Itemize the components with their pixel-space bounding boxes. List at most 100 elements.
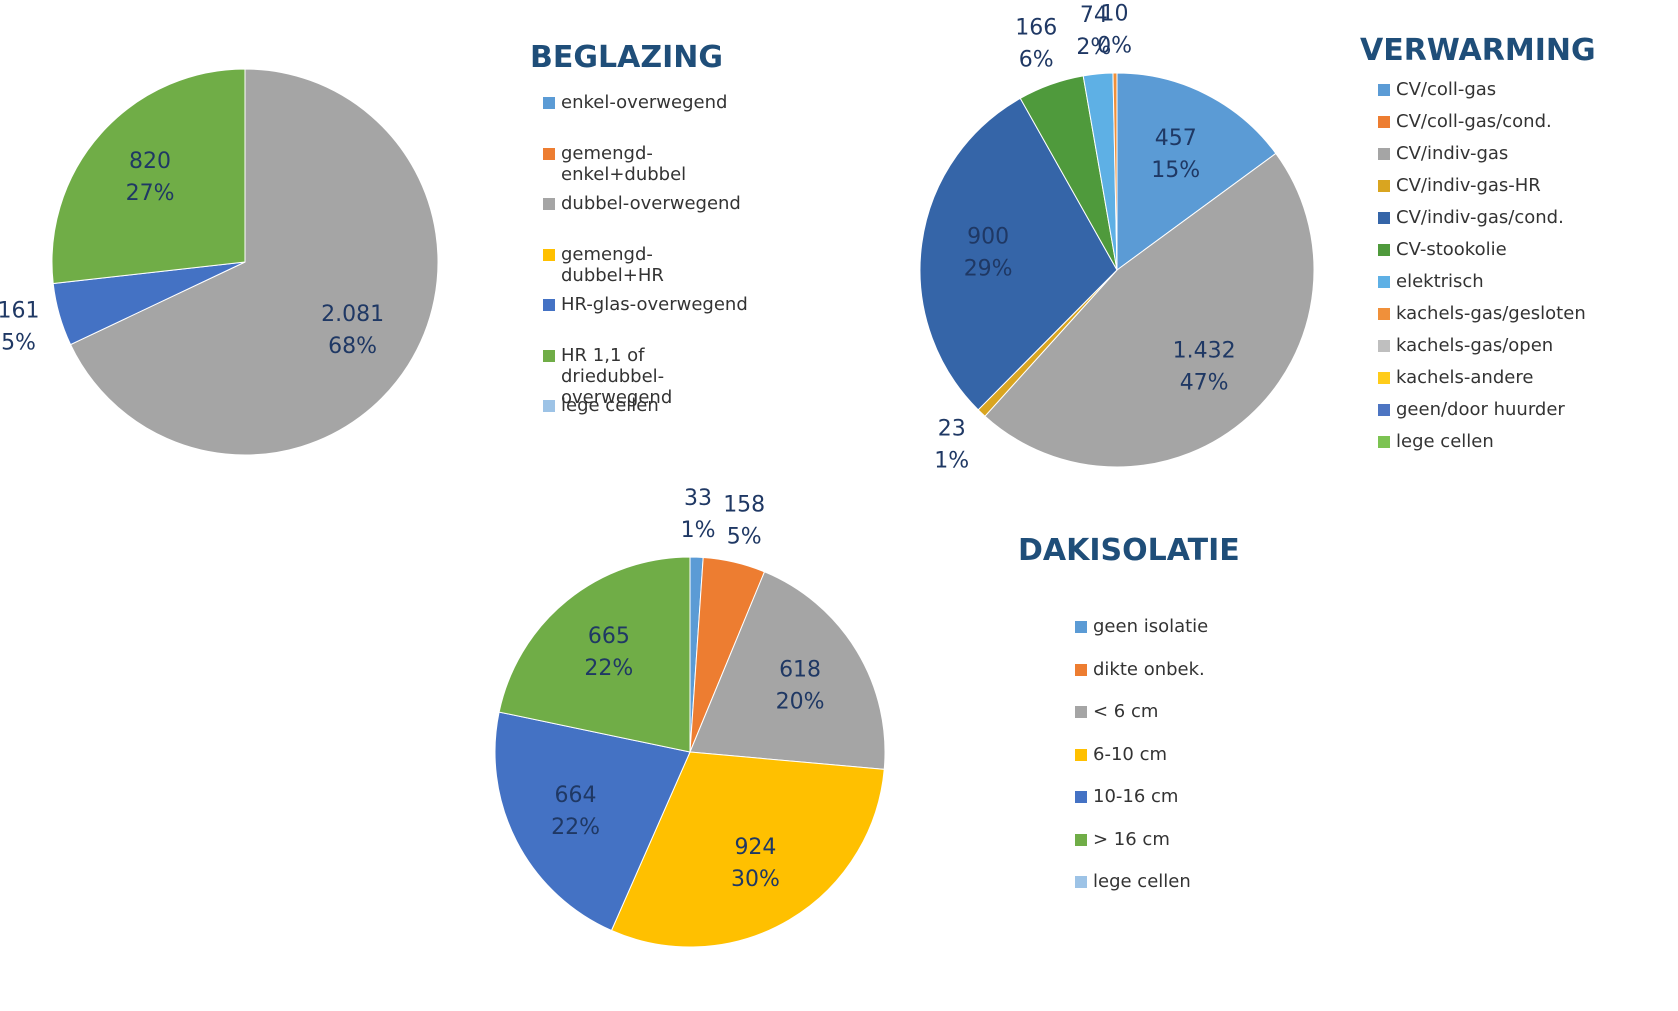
legend-item: lege cellen <box>1075 871 1275 892</box>
legend-label: CV/indiv-gas-HR <box>1396 175 1541 196</box>
legend-swatch <box>1378 276 1390 288</box>
legend-item: geen/door huurder <box>1378 399 1678 420</box>
legend-swatch <box>1075 834 1087 846</box>
legend-label: > 16 cm <box>1093 829 1170 850</box>
legend-item: CV/coll-gas/cond. <box>1378 111 1678 132</box>
legend-item: CV/coll-gas <box>1378 79 1678 100</box>
pie-slice <box>52 69 245 284</box>
slice-value-label: 2.081 <box>321 302 384 327</box>
legend-swatch <box>1378 212 1390 224</box>
page: 2.08168%1615%82027%45715%1.43247%231%900… <box>0 0 1678 1011</box>
legend-swatch <box>543 198 555 210</box>
legend-swatch <box>543 148 555 160</box>
slice-value-label: 161 <box>0 298 40 323</box>
legend-swatch <box>543 350 555 362</box>
legend-swatch <box>1378 404 1390 416</box>
slice-percent-label: 22% <box>551 815 600 840</box>
legend-swatch <box>1075 706 1087 718</box>
slice-percent-label: 1% <box>681 518 716 543</box>
legend-label: < 6 cm <box>1093 701 1158 722</box>
slice-percent-label: 5% <box>727 524 762 549</box>
legend-item: < 6 cm <box>1075 701 1275 722</box>
legend-swatch <box>1378 308 1390 320</box>
legend-item: kachels-andere <box>1378 367 1678 388</box>
slice-percent-label: 20% <box>776 689 825 714</box>
legend-swatch <box>1378 340 1390 352</box>
legend-label: kachels-andere <box>1396 367 1533 388</box>
slice-percent-label: 1% <box>934 449 969 474</box>
legend-item: CV-stookolie <box>1378 239 1678 260</box>
legend-item: elektrisch <box>1378 271 1678 292</box>
legend-label: CV/coll-gas/cond. <box>1396 111 1552 132</box>
legend-swatch <box>1378 84 1390 96</box>
legend-swatch <box>543 299 555 311</box>
slice-value-label: 924 <box>734 835 776 860</box>
legend-label: elektrisch <box>1396 271 1484 292</box>
legend-swatch <box>1075 791 1087 803</box>
legend-swatch <box>1378 148 1390 160</box>
slice-value-label: 900 <box>967 225 1009 250</box>
chart-title: DAKISOLATIE <box>1018 533 1240 568</box>
legend-item: kachels-gas/open <box>1378 335 1678 356</box>
slice-percent-label: 30% <box>731 867 780 892</box>
legend-label: lege cellen <box>1396 431 1494 452</box>
slice-percent-label: 6% <box>1019 48 1054 73</box>
legend-label: 10-16 cm <box>1093 786 1178 807</box>
slice-value-label: 158 <box>723 492 765 517</box>
slice-value-label: 665 <box>588 624 630 649</box>
legend-item: kachels-gas/gesloten <box>1378 303 1678 324</box>
slice-value-label: 1.432 <box>1173 338 1236 363</box>
legend-label: geen isolatie <box>1093 616 1208 637</box>
slice-value-label: 166 <box>1015 16 1057 41</box>
slice-percent-label: 68% <box>328 334 377 359</box>
legend-label: CV/coll-gas <box>1396 79 1496 100</box>
legend-item: CV/indiv-gas <box>1378 143 1678 164</box>
legend-label: CV/indiv-gas/cond. <box>1396 207 1564 228</box>
slice-percent-label: 15% <box>1151 158 1200 183</box>
legend-label: dubbel-overwegend <box>561 193 741 214</box>
legend-swatch <box>1378 116 1390 128</box>
legend-item: 10-16 cm <box>1075 786 1275 807</box>
legend-item: > 16 cm <box>1075 829 1275 850</box>
chart-title: BEGLAZING <box>530 40 723 75</box>
slice-percent-label: 0% <box>1097 34 1132 59</box>
slice-value-label: 23 <box>938 417 966 442</box>
slice-value-label: 10 <box>1101 2 1129 27</box>
legend-swatch <box>1378 244 1390 256</box>
slice-value-label: 664 <box>555 783 597 808</box>
legend-label: CV/indiv-gas <box>1396 143 1508 164</box>
legend-label: HR-glas-overwegend <box>561 294 748 315</box>
legend-label: gemengd-dubbel+HR <box>561 244 753 286</box>
legend-label: gemengd-enkel+dubbel <box>561 143 753 185</box>
legend-label: kachels-gas/open <box>1396 335 1553 356</box>
legend-swatch <box>1378 180 1390 192</box>
legend-swatch <box>1075 749 1087 761</box>
legend-item: gemengd-enkel+dubbel <box>543 143 753 185</box>
legend-swatch <box>1075 664 1087 676</box>
legend-item: CV/indiv-gas/cond. <box>1378 207 1678 228</box>
legend-item: geen isolatie <box>1075 616 1275 637</box>
legend-label: lege cellen <box>1093 871 1191 892</box>
legend-item: lege cellen <box>1378 431 1678 452</box>
legend-label: 6-10 cm <box>1093 744 1167 765</box>
legend-item: dubbel-overwegend <box>543 193 753 214</box>
legend-swatch <box>1378 372 1390 384</box>
slice-percent-label: 5% <box>1 330 36 355</box>
slice-value-label: 457 <box>1155 126 1197 151</box>
legend-label: dikte onbek. <box>1093 659 1205 680</box>
legend-swatch <box>1378 436 1390 448</box>
slice-value-label: 618 <box>779 657 821 682</box>
legend-item: lege cellen <box>543 395 753 416</box>
slice-percent-label: 47% <box>1180 370 1229 395</box>
legend-swatch <box>1075 876 1087 888</box>
legend-label: geen/door huurder <box>1396 399 1565 420</box>
slice-percent-label: 22% <box>584 656 633 681</box>
legend-label: kachels-gas/gesloten <box>1396 303 1586 324</box>
legend-item: 6-10 cm <box>1075 744 1275 765</box>
legend-swatch <box>543 249 555 261</box>
legend-item: HR-glas-overwegend <box>543 294 753 315</box>
chart-title: VERWARMING <box>1360 33 1596 68</box>
slice-value-label: 33 <box>684 486 712 511</box>
legend-label: CV-stookolie <box>1396 239 1507 260</box>
legend-swatch <box>543 400 555 412</box>
